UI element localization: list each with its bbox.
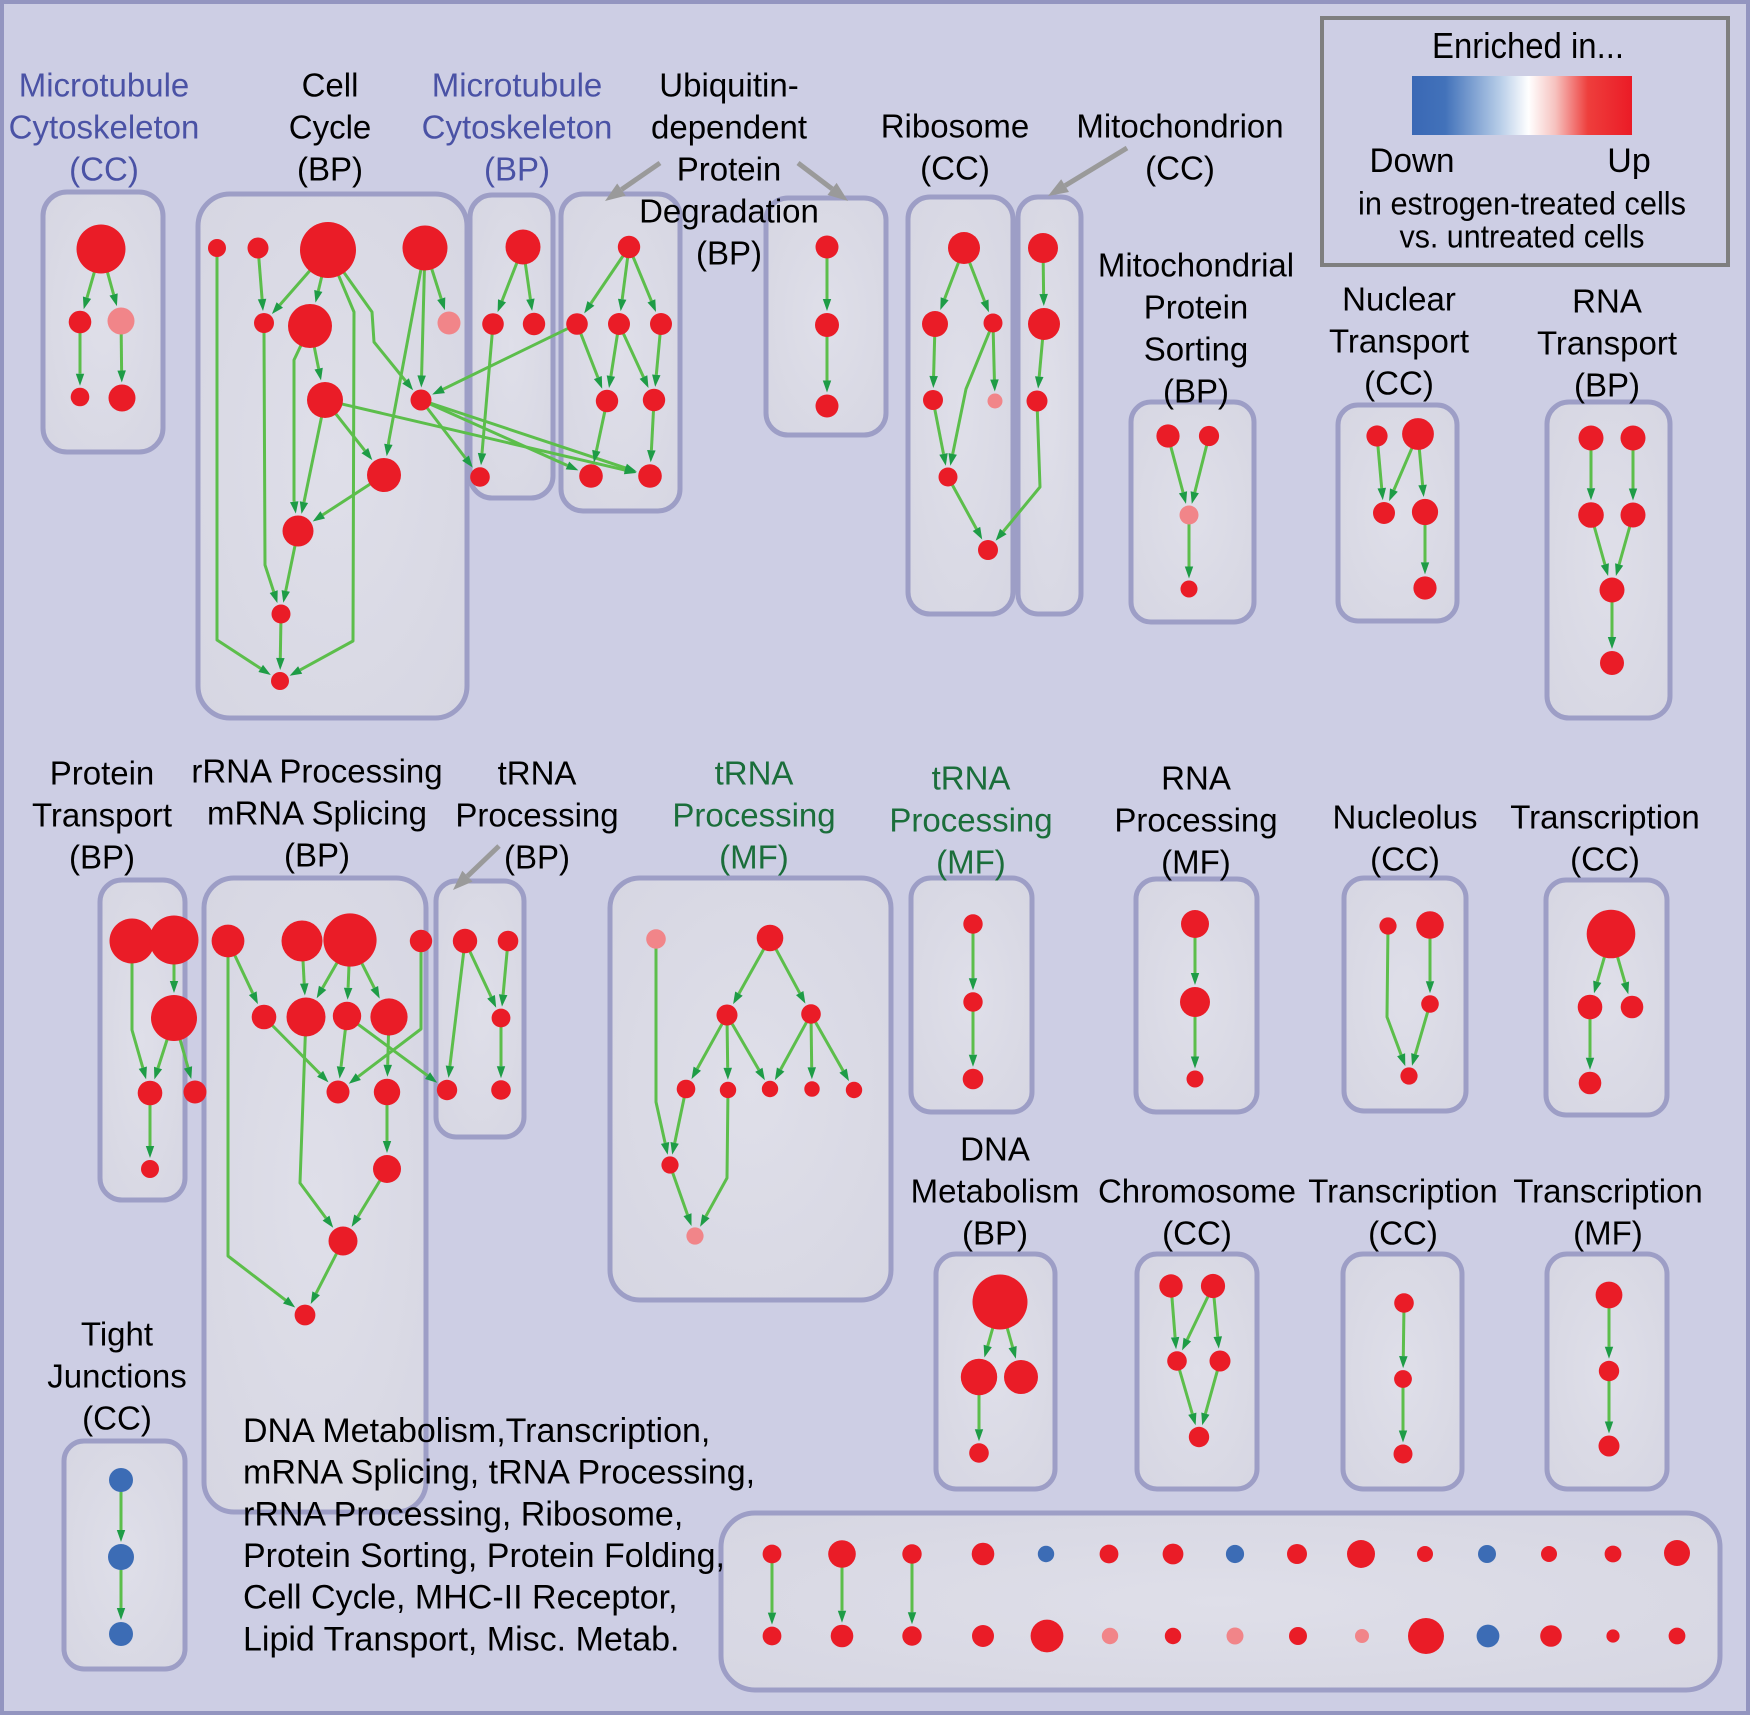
svg-text:DNA Metabolism,Transcription,: DNA Metabolism,Transcription, [243, 1412, 710, 1450]
svg-text:Transcription: Transcription [1510, 799, 1700, 836]
svg-text:Sorting: Sorting [1144, 331, 1249, 368]
svg-text:Junctions: Junctions [47, 1358, 186, 1395]
svg-text:Transcription: Transcription [1308, 1173, 1498, 1210]
svg-text:vs. untreated cells: vs. untreated cells [1400, 219, 1645, 255]
svg-text:Cytoskeleton: Cytoskeleton [9, 109, 200, 146]
svg-text:(BP): (BP) [69, 839, 135, 876]
svg-text:Down: Down [1370, 142, 1455, 180]
svg-text:Mitochondrion: Mitochondrion [1076, 108, 1283, 145]
svg-text:DNA: DNA [960, 1131, 1030, 1168]
svg-text:Up: Up [1607, 142, 1650, 180]
svg-text:Enriched in...: Enriched in... [1432, 25, 1624, 66]
svg-text:(CC): (CC) [1570, 841, 1640, 878]
svg-text:Protein Sorting, Protein Foldi: Protein Sorting, Protein Folding, [243, 1537, 725, 1575]
svg-text:(CC): (CC) [1370, 841, 1440, 878]
svg-text:Ubiquitin-: Ubiquitin- [659, 67, 798, 104]
svg-text:(CC): (CC) [920, 150, 990, 187]
svg-text:Nuclear: Nuclear [1342, 281, 1456, 318]
svg-text:Mitochondrial: Mitochondrial [1098, 247, 1294, 284]
svg-text:Cell Cycle, MHC-II Receptor,: Cell Cycle, MHC-II Receptor, [243, 1579, 678, 1617]
svg-text:Lipid Transport, Misc. Metab.: Lipid Transport, Misc. Metab. [243, 1620, 680, 1658]
svg-text:Ribosome: Ribosome [881, 108, 1030, 145]
svg-text:Transport: Transport [1329, 323, 1469, 360]
svg-text:tRNA: tRNA [715, 755, 794, 792]
svg-text:Protein: Protein [1144, 289, 1249, 326]
svg-text:(BP): (BP) [696, 235, 762, 272]
svg-text:Transcription: Transcription [1513, 1173, 1703, 1210]
svg-text:Processing: Processing [455, 797, 618, 834]
svg-text:(BP): (BP) [504, 839, 570, 876]
svg-text:Transport: Transport [32, 797, 172, 834]
svg-text:(CC): (CC) [1162, 1215, 1232, 1252]
svg-text:Cycle: Cycle [289, 109, 372, 146]
svg-text:(BP): (BP) [1163, 373, 1229, 410]
svg-text:(MF): (MF) [936, 844, 1006, 881]
svg-text:(MF): (MF) [719, 839, 789, 876]
svg-text:Cell: Cell [302, 67, 359, 104]
svg-text:Tight: Tight [81, 1316, 153, 1353]
svg-text:(BP): (BP) [1574, 367, 1640, 404]
svg-text:Nucleolus: Nucleolus [1333, 799, 1478, 836]
svg-text:Cytoskeleton: Cytoskeleton [422, 109, 613, 146]
svg-text:(BP): (BP) [284, 837, 350, 874]
svg-text:(CC): (CC) [82, 1400, 152, 1437]
svg-text:Metabolism: Metabolism [911, 1173, 1080, 1210]
svg-text:(BP): (BP) [962, 1215, 1028, 1252]
svg-text:(CC): (CC) [1364, 365, 1434, 402]
svg-text:Microtubule: Microtubule [19, 67, 190, 104]
svg-text:(CC): (CC) [1368, 1215, 1438, 1252]
svg-text:(BP): (BP) [297, 151, 363, 188]
svg-text:RNA: RNA [1572, 283, 1642, 320]
svg-text:(MF): (MF) [1573, 1215, 1643, 1252]
svg-text:Protein: Protein [50, 755, 155, 792]
svg-text:Protein: Protein [677, 151, 782, 188]
svg-text:(BP): (BP) [484, 151, 550, 188]
svg-text:tRNA: tRNA [498, 755, 577, 792]
svg-text:Processing: Processing [889, 802, 1052, 839]
svg-text:(MF): (MF) [1161, 844, 1231, 881]
svg-text:mRNA Splicing, tRNA Processing: mRNA Splicing, tRNA Processing, [243, 1454, 755, 1492]
svg-text:Transport: Transport [1537, 325, 1677, 362]
svg-text:rRNA Processing: rRNA Processing [191, 753, 442, 790]
svg-text:Microtubule: Microtubule [432, 67, 603, 104]
svg-text:Processing: Processing [1114, 802, 1277, 839]
svg-text:(CC): (CC) [69, 151, 139, 188]
svg-text:dependent: dependent [651, 109, 807, 146]
svg-text:rRNA Processing, Ribosome,: rRNA Processing, Ribosome, [243, 1495, 683, 1533]
svg-text:tRNA: tRNA [932, 760, 1011, 797]
svg-text:RNA: RNA [1161, 760, 1231, 797]
svg-text:(CC): (CC) [1145, 150, 1215, 187]
svg-text:Processing: Processing [672, 797, 835, 834]
svg-text:Degradation: Degradation [639, 193, 819, 230]
svg-text:Chromosome: Chromosome [1098, 1173, 1296, 1210]
svg-text:mRNA Splicing: mRNA Splicing [207, 795, 427, 832]
svg-text:in estrogen-treated cells: in estrogen-treated cells [1358, 186, 1686, 222]
